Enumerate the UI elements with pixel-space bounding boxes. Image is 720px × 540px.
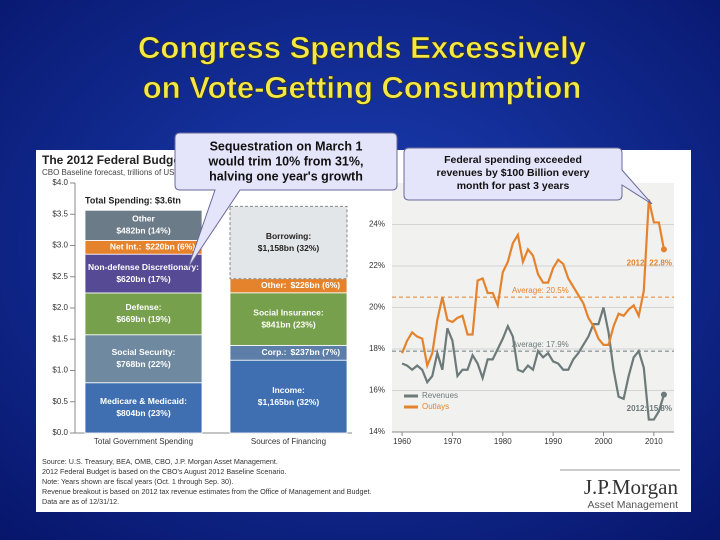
y-tick-label: 18%	[369, 344, 385, 353]
bar-segment	[229, 205, 348, 280]
average-label: Average: 20.5%	[512, 286, 569, 295]
x-tick-label: 1980	[494, 437, 512, 446]
y-tick-label: $3.5	[52, 209, 68, 218]
callout-line: halving one year's growth	[209, 169, 363, 183]
value-label: $768bn (22%)	[116, 359, 170, 369]
callout	[403, 147, 653, 205]
slide-title: on Vote-Getting Consumption	[143, 70, 582, 105]
chart-subtitle: CBO Baseline forecast, trillions of USD	[42, 168, 180, 177]
y-tick-label: $1.0	[52, 366, 68, 375]
footnote: Note: Years shown are fiscal years (Oct.…	[42, 477, 233, 486]
y-tick-label: $4.0	[52, 178, 68, 187]
value-label: $482bn (14%)	[116, 226, 170, 236]
total-label: Total Spending: $3.6tn	[85, 196, 181, 206]
y-tick-label: $3.0	[52, 241, 68, 250]
legend-label: Revenues	[422, 391, 458, 400]
bar-segment	[84, 253, 203, 294]
callout-line: Sequestration on March 1	[210, 139, 363, 153]
value-label: $1,165bn (32%)	[258, 397, 320, 407]
y-tick-label: 16%	[369, 386, 385, 395]
segment-label: Non-defense Discretionary:	[88, 262, 199, 272]
segment-label: Borrowing:	[266, 231, 311, 241]
charts: Source: U.S. Treasury, BEA, OMB, CBO, J.…	[42, 153, 674, 506]
x-tick-label: 1970	[444, 437, 462, 446]
y-tick-label: $0.5	[52, 397, 68, 406]
x-tick-label: Total Government Spending	[94, 437, 193, 446]
y-tick-label: $0.0	[52, 428, 68, 437]
bar-segment	[84, 209, 203, 241]
segment-label: Social Security:	[112, 347, 176, 357]
y-tick-label: 20%	[369, 303, 385, 312]
y-tick-label: 24%	[369, 220, 385, 229]
bar-segment	[229, 292, 348, 346]
value-label: $237bn (7%)	[291, 347, 341, 357]
bar-segment	[229, 359, 348, 434]
footnote: Revenue breakout is based on 2012 tax re…	[42, 487, 372, 496]
y-tick-label: $2.0	[52, 303, 68, 312]
end-point	[660, 391, 667, 398]
y-tick-label: $1.5	[52, 334, 68, 343]
x-tick-label: Sources of Financing	[251, 437, 326, 446]
bar-segment	[84, 292, 203, 336]
footnote: Data are as of 12/31/12.	[42, 497, 119, 506]
value-label: $669bn (19%)	[116, 314, 170, 324]
footnote: Source: U.S. Treasury, BEA, OMB, CBO, J.…	[42, 457, 278, 466]
x-tick-label: 2000	[595, 437, 613, 446]
legend-label: Outlays	[422, 402, 449, 411]
line-series	[401, 307, 665, 421]
segment-label: Income:	[272, 385, 305, 395]
value-label: $841bn (23%)	[261, 319, 315, 329]
footnote: 2012 Federal Budget is based on the CBO'…	[42, 467, 286, 476]
y-tick-label: $2.5	[52, 272, 68, 281]
segment-label: Other	[132, 214, 155, 224]
callout	[174, 132, 398, 269]
segment-label: Medicare & Medicaid:	[100, 396, 187, 406]
x-tick-label: 2010	[645, 437, 663, 446]
segment-label: Other:	[261, 280, 287, 290]
line-series	[401, 199, 666, 370]
end-label: 2012: 22.8%	[627, 259, 672, 268]
segment-label: Net Int.:	[110, 242, 142, 252]
y-tick-label: 22%	[369, 261, 385, 270]
bar-segment	[84, 334, 203, 384]
slide-title: Congress Spends Excessively	[138, 30, 587, 65]
segment-label: Corp.:	[261, 347, 286, 357]
y-tick-label: 14%	[369, 427, 385, 436]
segment-label: Defense:	[126, 302, 162, 312]
callout-line: would trim 10% from 31%,	[208, 154, 364, 168]
segment-label: Social Insurance:	[253, 307, 324, 317]
value-label: $1,158bn (32%)	[258, 243, 320, 253]
end-label: 2012: 15.8%	[627, 404, 672, 413]
logo-subtitle: Asset Management	[588, 499, 679, 511]
callout-line: revenues by $100 Billion every	[437, 167, 590, 179]
value-label: $620bn (17%)	[116, 274, 170, 284]
value-label: $804bn (23%)	[116, 408, 170, 418]
value-label: $220bn (6%)	[146, 242, 196, 252]
value-label: $226bn (6%)	[291, 280, 341, 290]
logo: J.P.Morgan	[584, 475, 679, 499]
callout-line: month for past 3 years	[457, 180, 570, 192]
callout-line: Federal spending exceeded	[444, 154, 582, 166]
end-point	[660, 246, 667, 253]
x-tick-label: 1960	[393, 437, 411, 446]
chart-title: The 2012 Federal Budget	[42, 153, 184, 167]
x-tick-label: 1990	[544, 437, 562, 446]
average-label: Average: 17.9%	[512, 340, 569, 349]
